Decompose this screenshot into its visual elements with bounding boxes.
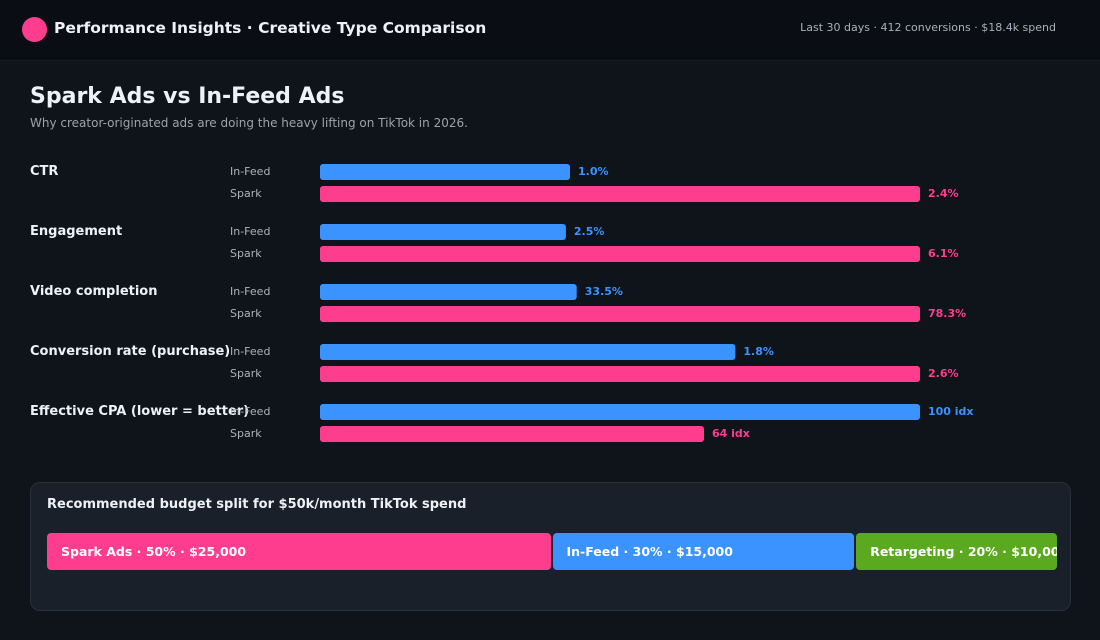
value-label: 78.3% [928,307,966,320]
value-label: 1.0% [578,165,609,178]
in-feed-bar [320,404,920,420]
spark-bar [320,186,920,202]
series-label: Spark [230,247,262,260]
value-label: 2.6% [928,367,959,380]
value-label: 2.5% [574,225,605,238]
metric-label: Effective CPA (lower = better) [30,404,249,419]
spark-bar [320,366,920,382]
spark-bar [320,306,920,322]
in-feed-bar [320,164,570,180]
value-label: 2.4% [928,187,959,200]
top-bar: Performance Insights · Creative Type Com… [0,0,1100,61]
series-label: In-Feed [230,285,270,298]
series-label: Spark [230,187,262,200]
in-feed-bar [320,344,736,360]
value-label: 64 idx [712,427,750,440]
series-label: In-Feed [230,225,270,238]
page-title: Spark Ads vs In-Feed Ads [30,84,345,109]
logo-icon [22,17,47,42]
series-label: Spark [230,367,262,380]
series-label: In-Feed [230,345,270,358]
budget-card: Recommended budget split for $50k/month … [30,482,1071,611]
series-label: Spark [230,427,262,440]
budget-title: Recommended budget split for $50k/month … [47,497,467,512]
app-title: Performance Insights · Creative Type Com… [54,19,487,37]
value-label: 33.5% [585,285,623,298]
budget-segment: In-Feed · 30% · $15,000 [552,533,855,570]
value-label: 100 idx [928,405,974,418]
in-feed-bar [320,284,577,300]
budget-segment: Retargeting · 20% · $10,000 [856,533,1057,570]
series-label: In-Feed [230,405,270,418]
metric-label: Engagement [30,224,122,239]
summary-stats: Last 30 days · 412 conversions · $18.4k … [800,21,1056,34]
spark-bar [320,426,704,442]
series-label: In-Feed [230,165,270,178]
comparison-chart: CTR In-Feed 1.0% Spark 2.4% Engagement In-Feed… [30,164,974,442]
metric-label: CTR [30,164,58,179]
page-subtitle: Why creator-originated ads are doing the… [30,116,468,130]
budget-split-bar: Spark Ads · 50% · $25,000 In-Feed · 30% ·… [47,533,1057,570]
spark-bar [320,246,920,262]
in-feed-bar [320,224,566,240]
metric-label: Conversion rate (purchase) [30,344,230,359]
value-label: 6.1% [928,247,959,260]
budget-segment: Spark Ads · 50% · $25,000 [47,533,551,570]
value-label: 1.8% [743,345,774,358]
metric-label: Video completion [30,284,158,299]
series-label: Spark [230,307,262,320]
